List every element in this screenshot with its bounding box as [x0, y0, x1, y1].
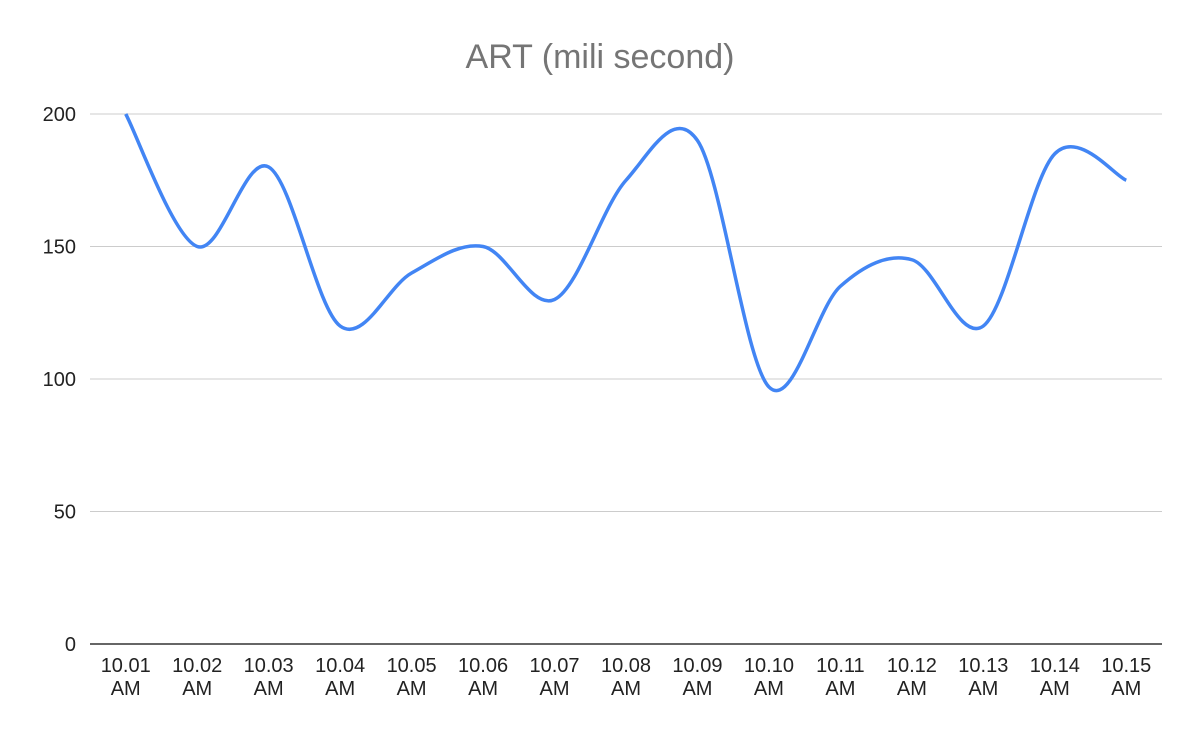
chart-title: ART (mili second)	[466, 38, 735, 76]
y-tick-label: 0	[65, 634, 76, 656]
y-tick-label: 100	[43, 369, 76, 391]
series-line	[126, 114, 1127, 391]
y-tick-label: 200	[43, 104, 76, 126]
y-tick-label: 50	[54, 502, 76, 524]
y-tick-label: 150	[43, 237, 76, 259]
